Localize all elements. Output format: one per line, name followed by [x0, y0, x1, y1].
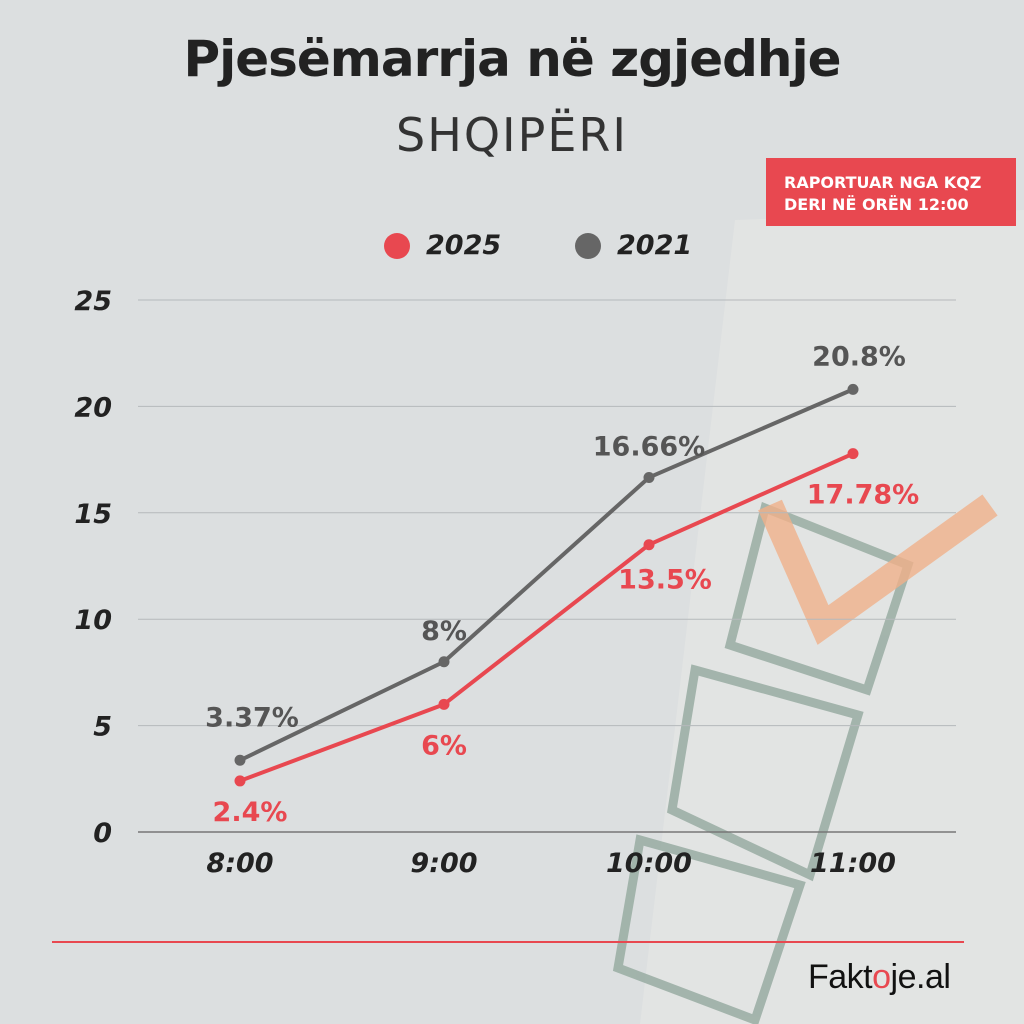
data-label-2025: 6%: [421, 730, 467, 761]
legend-swatch-2021: [575, 232, 601, 259]
data-label-2025: 17.78%: [807, 480, 919, 511]
data-point-2021: [234, 754, 246, 766]
x-tick-label: 8:00: [206, 848, 273, 879]
badge-line-1: RAPORTUAR NGA KQZ: [784, 173, 982, 192]
chart-subtitle: SHQIPËRI: [396, 108, 628, 162]
footer-divider: [52, 941, 964, 943]
x-tick-label: 10:00: [606, 848, 692, 879]
data-label-2025: 2.4%: [213, 797, 288, 828]
data-label-2021: 8%: [421, 616, 467, 647]
data-point-2025: [643, 539, 655, 551]
data-label-2021: 3.37%: [205, 702, 299, 733]
data-point-2021: [438, 656, 450, 668]
y-tick-label: 0: [93, 818, 112, 849]
x-tick-label: 9:00: [410, 848, 477, 879]
legend-item-2025: 2025: [384, 230, 501, 261]
data-point-2025: [847, 448, 859, 460]
data-label-2025: 13.5%: [618, 565, 712, 596]
legend-item-2021: 2021: [575, 230, 692, 261]
x-tick-label: 11:00: [810, 848, 896, 879]
y-tick-label: 5: [93, 712, 112, 743]
y-tick-label: 10: [74, 605, 112, 636]
data-point-2021: [847, 383, 859, 395]
data-point-2025: [438, 698, 450, 710]
source-badge: RAPORTUAR NGA KQZ DERI NË ORËN 12:00: [766, 158, 1016, 226]
data-label-2021: 16.66%: [593, 431, 705, 462]
logo-check-o: o: [872, 958, 891, 996]
legend-label-2021: 2021: [617, 230, 693, 261]
badge-line-2: DERI NË ORËN 12:00: [784, 195, 969, 214]
data-point-2025: [234, 775, 246, 787]
y-tick-label: 15: [74, 499, 112, 530]
y-tick-label: 20: [74, 392, 112, 423]
chart-title: Pjesëmarrja në zgjedhje: [183, 30, 841, 88]
legend-swatch-2025: [384, 232, 410, 259]
y-tick-label: 25: [74, 286, 112, 317]
legend-label-2025: 2025: [426, 230, 502, 261]
series-line-2025: [239, 451, 854, 783]
data-label-2021: 20.8%: [812, 341, 906, 372]
data-point-2021: [643, 471, 655, 483]
faktoje-logo: Faktoje.al: [808, 958, 951, 996]
series-line-2021: [239, 387, 854, 763]
